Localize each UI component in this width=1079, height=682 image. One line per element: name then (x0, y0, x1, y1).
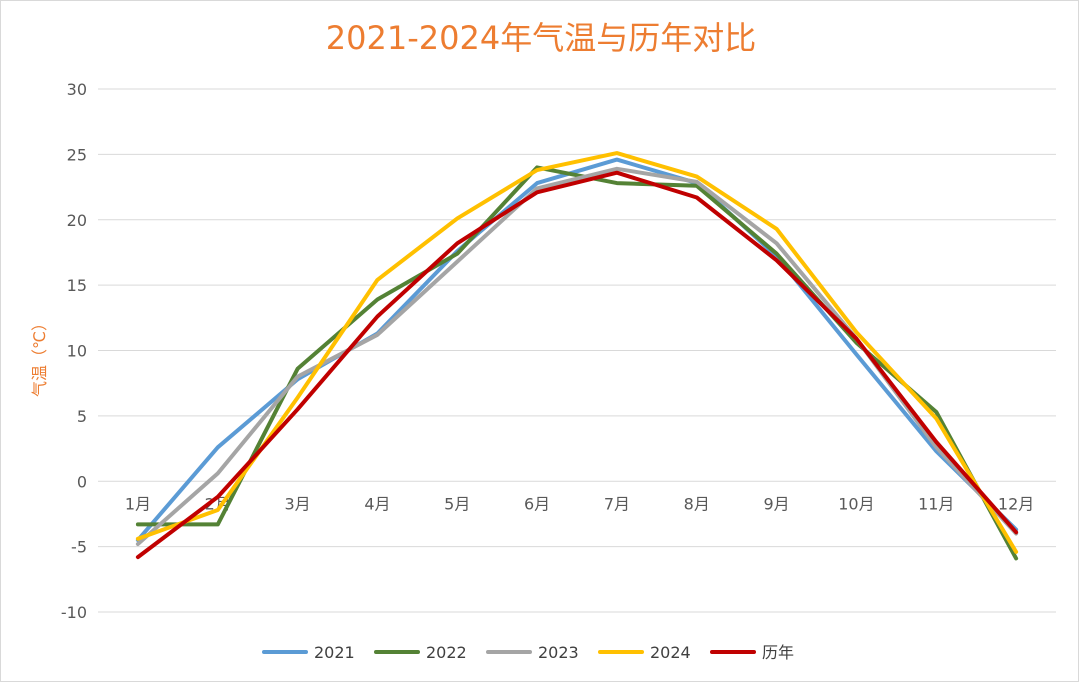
legend-item-历年: 历年 (710, 643, 794, 662)
y-tick-label: 5 (77, 407, 87, 426)
y-tick-label: -5 (71, 538, 87, 557)
series-line-历年 (135, 170, 1019, 560)
chart-title: 2021-2024年气温与历年对比 (326, 19, 756, 57)
x-tick-label: 10月 (838, 494, 874, 513)
y-axis-ticks: -10 -5 0 5 10 15 20 25 30 (61, 80, 87, 622)
y-tick-label: -10 (61, 603, 87, 622)
x-tick-label: 4月 (364, 494, 390, 513)
y-tick-label: 0 (77, 472, 87, 491)
x-tick-label: 1月 (125, 494, 151, 513)
legend-label: 2022 (426, 643, 467, 662)
gridlines (98, 88, 1056, 613)
y-tick-label: 25 (67, 145, 87, 164)
legend-label: 2021 (314, 643, 355, 662)
x-tick-label: 11月 (918, 494, 954, 513)
x-tick-label: 3月 (284, 494, 310, 513)
series-lines (135, 151, 1019, 561)
series-line-2023 (135, 166, 1019, 546)
y-tick-label: 10 (67, 342, 87, 361)
x-tick-label: 12月 (998, 494, 1034, 513)
legend-item-2024: 2024 (598, 643, 691, 662)
y-tick-label: 15 (67, 276, 87, 295)
legend-label: 2023 (538, 643, 579, 662)
x-tick-label: 6月 (524, 494, 550, 513)
legend-label: 历年 (762, 643, 794, 662)
y-tick-label: 30 (67, 80, 87, 99)
x-tick-label: 5月 (444, 494, 470, 513)
x-tick-label: 7月 (604, 494, 630, 513)
y-axis-label: 气温（℃） (30, 315, 49, 397)
legend: 2021 2022 2023 2024 历年 (262, 643, 794, 662)
x-tick-label: 8月 (684, 494, 710, 513)
legend-label: 2024 (650, 643, 691, 662)
x-axis-ticks: 1月 2月 3月 4月 5月 6月 7月 8月 9月 10月 11月 12月 (125, 494, 1034, 513)
series-line-2024 (135, 151, 1019, 554)
y-tick-label: 20 (67, 211, 87, 230)
series-line-2021 (135, 157, 1019, 543)
legend-item-2023: 2023 (486, 643, 579, 662)
legend-item-2021: 2021 (262, 643, 355, 662)
x-tick-label: 9月 (763, 494, 789, 513)
legend-item-2022: 2022 (374, 643, 467, 662)
